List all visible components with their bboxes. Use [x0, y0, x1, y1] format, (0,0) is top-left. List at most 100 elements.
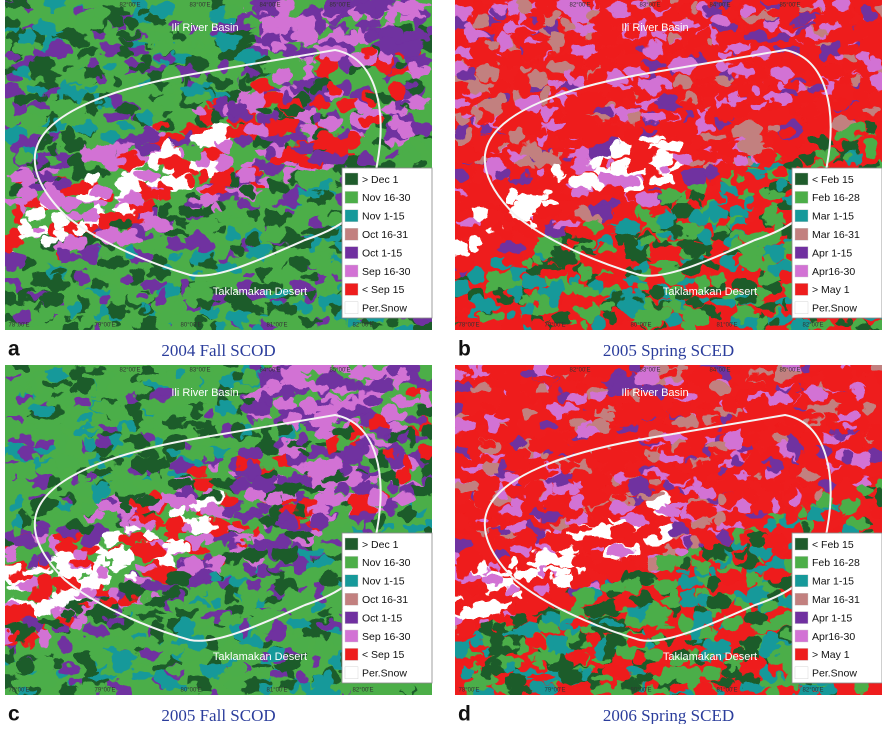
map-patch	[252, 192, 267, 205]
map-patch	[596, 273, 617, 282]
map-patch	[184, 233, 208, 251]
map-patch	[652, 240, 672, 248]
map-patch	[50, 599, 59, 610]
map-patch	[715, 225, 731, 231]
legend-label: < Sep 15	[362, 284, 404, 296]
map-patch	[854, 90, 872, 101]
top-tick-label: 85°00'E	[780, 3, 801, 9]
legend-label: Feb 16-28	[812, 192, 860, 204]
map-patch	[283, 15, 309, 23]
map-patch	[145, 268, 171, 279]
map-patch	[132, 564, 156, 570]
map-patch	[586, 157, 602, 168]
legend-label: Mar 16-31	[812, 229, 860, 241]
map-patch	[41, 239, 57, 246]
map-patch	[53, 551, 77, 559]
map-patch	[252, 527, 260, 538]
map-patch	[107, 469, 116, 475]
panel-caption: 2005 Spring SCED	[603, 341, 734, 360]
map-patch	[521, 22, 547, 29]
map-patch	[348, 494, 368, 509]
map-patch	[775, 180, 786, 191]
bottom-tick-label: 78°00'E	[9, 688, 30, 694]
top-tick-label: 82°00'E	[120, 3, 141, 9]
map-patch	[454, 83, 468, 95]
map-patch	[89, 18, 104, 28]
map-patch	[149, 3, 173, 16]
bottom-tick-label: 81°00'E	[267, 323, 288, 329]
bottom-tick-label: 79°00'E	[95, 688, 116, 694]
legend-swatch	[345, 265, 358, 277]
map-patch	[640, 123, 662, 130]
legend-label: Oct 16-31	[362, 229, 408, 241]
map-patch	[38, 629, 50, 646]
legend-label: Per.Snow	[362, 303, 407, 315]
map-patch	[143, 304, 151, 314]
map-patch	[283, 412, 304, 428]
map-patch	[751, 84, 764, 97]
map-patch	[183, 176, 196, 187]
map-patch	[453, 599, 466, 607]
map-patch	[96, 281, 108, 288]
map-patch	[640, 112, 668, 121]
map-patch	[303, 64, 316, 82]
panel-letter: b	[458, 338, 471, 361]
map-patch	[278, 512, 290, 522]
map-patch	[309, 649, 331, 658]
map-patch	[720, 104, 736, 117]
map-patch	[201, 170, 209, 181]
map-panel: Ili River BasinTaklamakan Desert82°00'E8…	[442, 0, 882, 361]
legend-swatch	[795, 191, 808, 203]
map-patch	[238, 446, 264, 461]
map-patch	[107, 372, 116, 382]
map-patch	[508, 162, 521, 180]
bottom-tick-label: 78°00'E	[459, 323, 480, 329]
map-patch	[840, 73, 852, 87]
map-patch	[160, 58, 168, 67]
map-patch	[540, 122, 567, 130]
map-patch	[655, 102, 683, 110]
map-patch	[18, 116, 28, 126]
bottom-tick-label: 78°00'E	[9, 323, 30, 329]
map-patch	[603, 313, 618, 323]
map-patch	[230, 544, 247, 552]
map-patch	[132, 636, 158, 650]
map-patch	[323, 394, 340, 401]
map-patch	[182, 201, 204, 207]
map-patch	[208, 676, 219, 685]
map-patch	[765, 35, 791, 42]
legend-label: Nov 16-30	[362, 557, 411, 569]
map-patch	[367, 92, 391, 100]
map-patch	[286, 618, 311, 629]
map-patch	[700, 76, 718, 84]
map-patch	[481, 402, 496, 410]
map-patch	[178, 653, 205, 662]
map-patch	[411, 499, 427, 512]
legend-swatch	[795, 265, 808, 277]
map-patch	[117, 143, 134, 149]
map-patch	[212, 599, 222, 609]
map-patch	[548, 78, 557, 88]
map-patch	[666, 300, 684, 312]
map-patch	[119, 534, 135, 546]
map-patch	[711, 13, 729, 26]
map-patch	[710, 244, 721, 255]
map-patch	[650, 287, 662, 299]
map-patch	[552, 220, 579, 229]
map-patch	[116, 48, 133, 58]
top-tick-label: 84°00'E	[260, 368, 281, 374]
map-patch	[491, 80, 510, 88]
top-tick-label: 85°00'E	[330, 3, 351, 9]
map-patch	[806, 117, 822, 125]
legend-label: Mar 1-15	[812, 211, 854, 223]
map-patch	[183, 133, 195, 145]
map-patch	[48, 276, 68, 293]
map-patch	[264, 226, 290, 238]
map-patch	[836, 35, 860, 43]
map-patch	[736, 167, 749, 177]
legend-swatch	[345, 593, 358, 605]
map-patch	[517, 191, 544, 204]
map-patch	[523, 177, 535, 184]
map-patch	[4, 382, 15, 392]
map-patch	[220, 614, 232, 625]
